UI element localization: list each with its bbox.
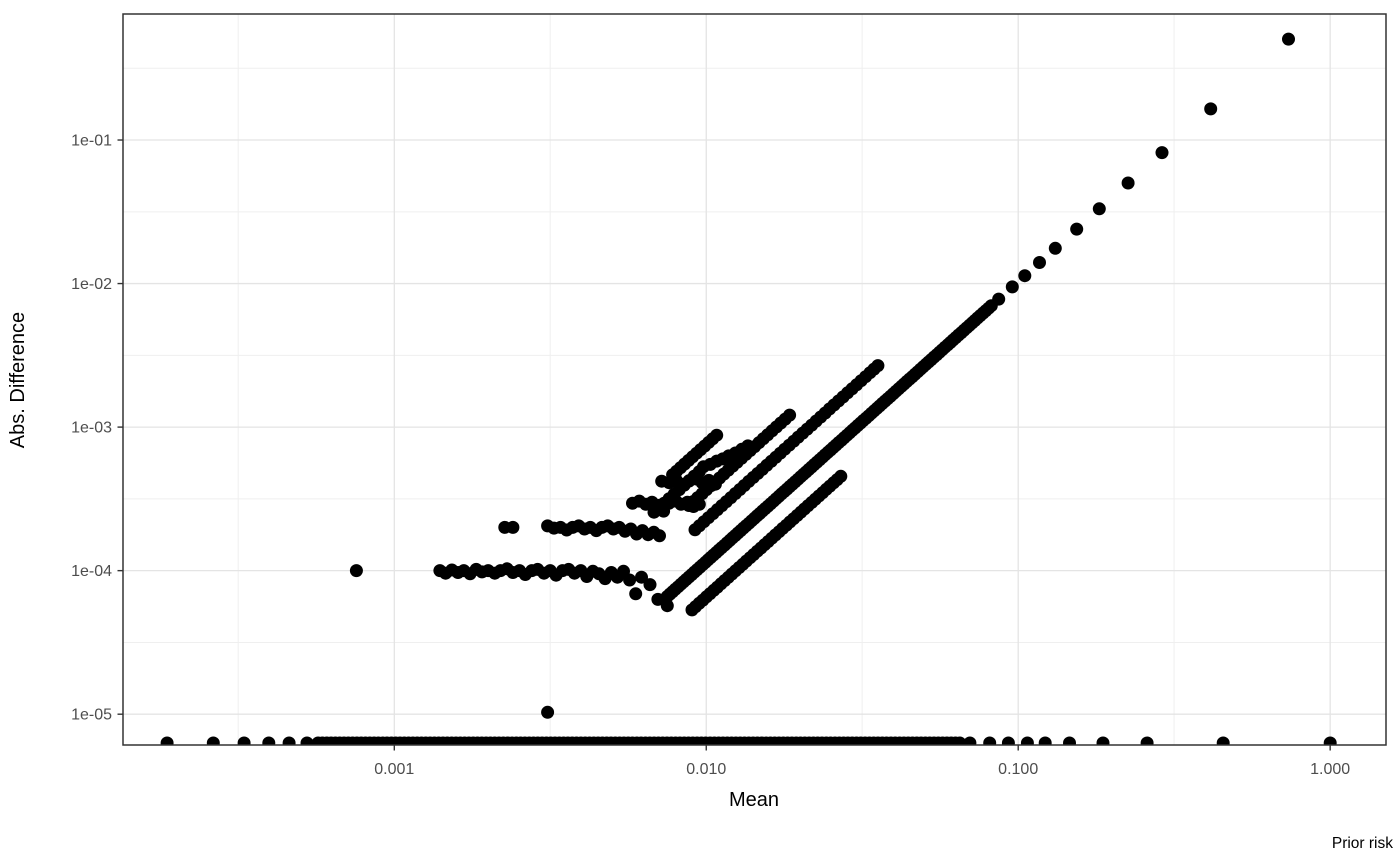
- legend-title: Prior risk: [1332, 835, 1393, 852]
- series-upper-branch-3: [666, 428, 724, 482]
- y-tick-label: 1e-03: [71, 420, 112, 437]
- x-axis-title: Mean: [729, 789, 779, 811]
- series-isolated-points: [541, 705, 555, 719]
- data-points: [160, 32, 1337, 745]
- series-plateau-2e-4: [498, 519, 666, 543]
- y-axis-title: Abs. Difference: [7, 312, 29, 448]
- series-plateau-4e-4: [655, 472, 722, 491]
- grid-minor-lines: [123, 14, 1386, 745]
- panel-border: [122, 13, 1387, 746]
- series-lower-parallel-curve: [685, 469, 848, 617]
- series-plateau-3e-4: [626, 494, 706, 518]
- x-tick-label: 0.100: [998, 761, 1038, 778]
- y-tick-label: 1e-02: [71, 276, 112, 293]
- series-plateau-rise: [697, 439, 755, 474]
- axis-tick-labels: 0.001 0.010 0.100 1.000 1e-05 1e-04 1e-03 1e-02…: [71, 133, 1350, 778]
- series-main-curve: [660, 32, 1295, 603]
- x-tick-label: 1.000: [1310, 761, 1350, 778]
- y-tick-label: 1e-01: [71, 133, 112, 150]
- series-plateau-1e-4: [349, 562, 674, 613]
- series-upper-branch-1: [688, 359, 885, 537]
- y-tick-label: 1e-04: [71, 563, 112, 580]
- y-tick-label: 1e-05: [71, 707, 112, 724]
- grid-major-lines: [123, 14, 1386, 745]
- axis-tick-marks: [117, 139, 1331, 751]
- series-bottom-row-clipped: [160, 736, 1337, 745]
- x-tick-label: 0.001: [374, 761, 414, 778]
- x-tick-label: 0.010: [686, 761, 726, 778]
